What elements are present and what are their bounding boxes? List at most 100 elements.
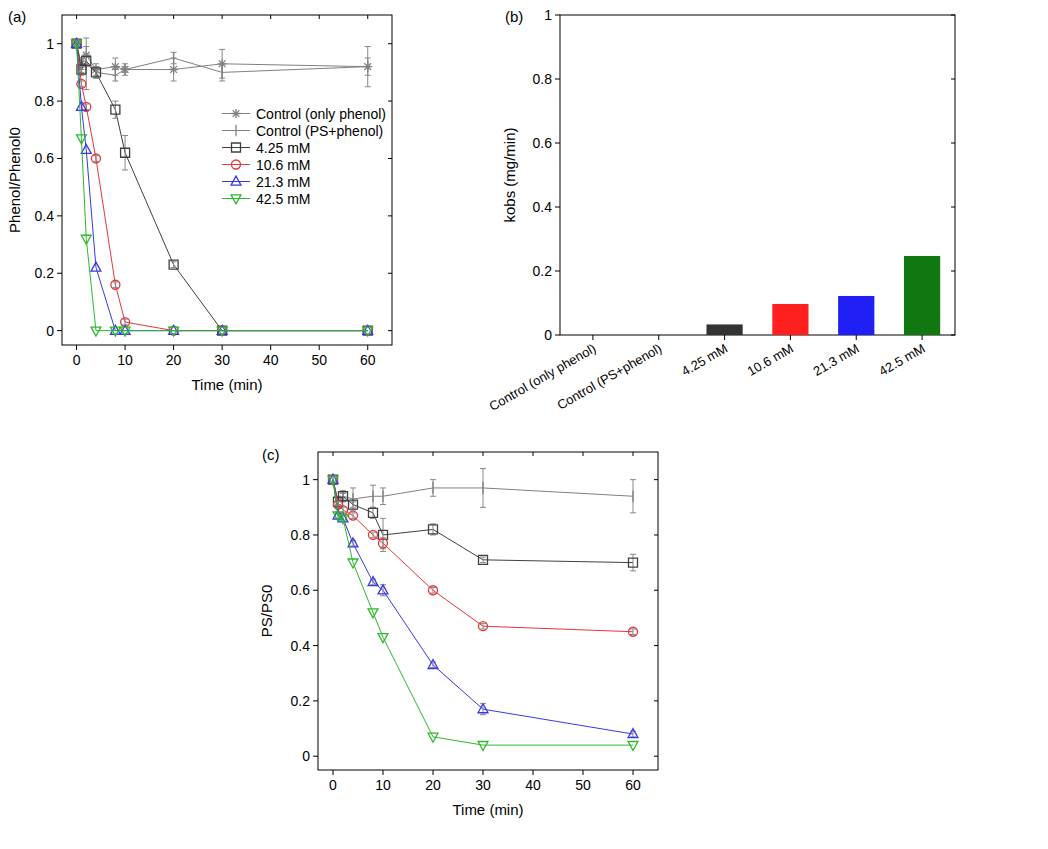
- data-point: [369, 530, 378, 539]
- y-tick-label: 0: [302, 748, 310, 764]
- data-point: [628, 729, 638, 738]
- y-axis-label: Phenol/Phenol0: [6, 127, 23, 233]
- legend-marker: [232, 143, 241, 152]
- data-point: [428, 660, 438, 669]
- data-point: [378, 634, 388, 643]
- x-axis-label: Time (min): [191, 376, 262, 393]
- data-point: [81, 144, 91, 153]
- y-tick-label: 0.2: [533, 263, 553, 279]
- y-tick-right: [951, 143, 955, 144]
- y-tick-right: [951, 335, 955, 336]
- y-tick: [555, 271, 560, 272]
- y-tick: [313, 479, 318, 480]
- data-point: [91, 327, 101, 336]
- x-tick-label: 10: [375, 777, 391, 793]
- legend-label: 42.5 mM: [256, 191, 310, 207]
- data-point: [169, 65, 178, 74]
- x-tick: [922, 335, 923, 340]
- error-bar: [112, 282, 118, 288]
- data-point: [478, 742, 488, 751]
- x-tick: [633, 770, 634, 775]
- x-tick-label: 30: [214, 352, 230, 368]
- y-tick-right: [388, 330, 392, 331]
- x-tick-label: 40: [263, 352, 279, 368]
- y-tick-right: [654, 479, 658, 480]
- y-tick: [57, 101, 62, 102]
- error-bar: [350, 488, 356, 510]
- x-tick-label: 10: [117, 352, 133, 368]
- x-tick-label: 30: [475, 777, 491, 793]
- error-bar: [370, 485, 376, 507]
- y-tick: [313, 700, 318, 701]
- x-tick-top: [383, 452, 384, 456]
- data-point: [632, 490, 633, 502]
- x-tick-top: [222, 15, 223, 19]
- data-point: [111, 105, 120, 114]
- error-bar: [171, 52, 177, 63]
- bar: [838, 296, 874, 335]
- error-bar: [480, 469, 486, 508]
- x-tick-top: [483, 452, 484, 456]
- y-tick: [57, 43, 62, 44]
- data-point: [339, 492, 348, 501]
- y-tick-right: [951, 79, 955, 80]
- data-point: [379, 539, 388, 548]
- panel-label: (a): [8, 8, 26, 25]
- x-tick: [270, 345, 271, 350]
- y-tick: [555, 335, 560, 336]
- data-point: [76, 101, 86, 110]
- y-tick-label: 0.8: [533, 71, 553, 87]
- series-line: [77, 44, 368, 331]
- error-bar: [93, 156, 99, 162]
- y-tick: [57, 330, 62, 331]
- x-tick: [76, 345, 77, 350]
- panel: 00.20.40.60.81(a)Phenol/Phenol0010203040…: [6, 8, 392, 393]
- data-point: [76, 135, 86, 144]
- x-tick-top: [319, 15, 320, 19]
- data-area: [72, 38, 373, 336]
- y-tick: [313, 645, 318, 646]
- error-bar: [430, 480, 436, 497]
- data-area: [328, 469, 638, 751]
- data-point: [478, 704, 488, 713]
- error-bar: [112, 70, 118, 81]
- x-tick-label: 40: [525, 777, 541, 793]
- x-tick-top: [270, 15, 271, 19]
- x-tick-label: 60: [360, 352, 376, 368]
- y-tick: [555, 79, 560, 80]
- data-point: [482, 482, 483, 494]
- x-tick: [483, 770, 484, 775]
- data-point: [91, 262, 101, 271]
- figure: 00.20.40.60.81(a)Phenol/Phenol0010203040…: [0, 0, 1048, 849]
- legend-line: [222, 181, 250, 182]
- legend-label: 4.25 mM: [256, 140, 310, 156]
- error-bar: [480, 623, 486, 629]
- error-bar: [171, 262, 177, 268]
- bar: [641, 335, 677, 336]
- data-point: [629, 627, 638, 636]
- y-tick: [313, 590, 318, 591]
- error-bar: [350, 502, 356, 508]
- y-tick-right: [388, 101, 392, 102]
- y-tick-right: [388, 215, 392, 216]
- legend-marker: [232, 160, 241, 169]
- y-tick-label: 0.2: [291, 693, 311, 709]
- data-point: [111, 280, 120, 289]
- x-tick-label: 0: [329, 777, 337, 793]
- series-line: [77, 44, 368, 331]
- x-tick: [222, 345, 223, 350]
- x-tick-label: 10.6 mM: [745, 341, 796, 379]
- y-tick-right: [654, 756, 658, 757]
- x-tick: [319, 345, 320, 350]
- data-point: [338, 515, 348, 524]
- data-point: [368, 609, 378, 618]
- panel-label: (c): [262, 446, 280, 463]
- y-tick-label: 0.8: [291, 527, 311, 543]
- y-tick-right: [388, 158, 392, 159]
- plot-frame: [318, 452, 658, 770]
- y-tick-label: 1: [302, 472, 310, 488]
- legend-label: Control (only phenol): [256, 106, 386, 122]
- legend-line: [222, 164, 250, 165]
- y-axis-label: kobs (mg/min): [501, 127, 518, 222]
- legend-label: Control (PS+phenol): [256, 123, 383, 139]
